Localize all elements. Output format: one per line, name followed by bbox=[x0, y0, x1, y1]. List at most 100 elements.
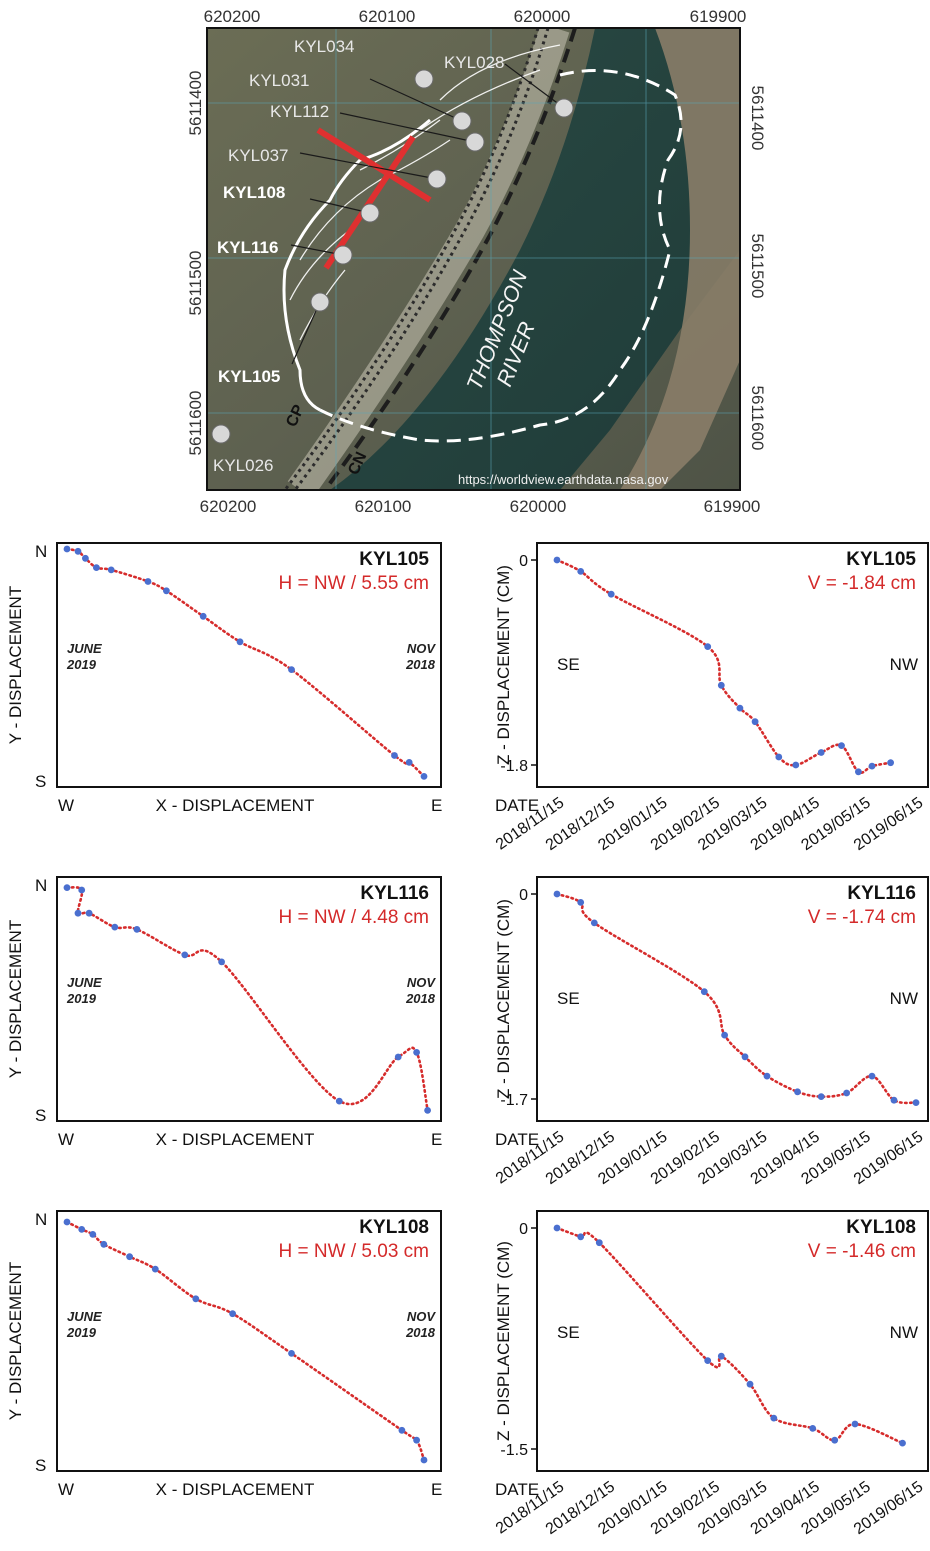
station-marker-kyl037 bbox=[427, 169, 447, 189]
y-tick-label: 0 bbox=[519, 1221, 528, 1238]
chart-frame bbox=[536, 1210, 929, 1472]
end-date-note: 2018 bbox=[405, 1325, 436, 1340]
data-point bbox=[595, 1239, 603, 1247]
chart-kyl116-horizontal: KYL116 H = NW / 4.48 cm N SW E X - DISPLACEME… bbox=[6, 876, 442, 1149]
data-point bbox=[838, 742, 845, 749]
station-markers bbox=[211, 69, 574, 444]
x-axis-left-label: W bbox=[58, 1480, 74, 1499]
chart-displacement-summary: V = -1.74 cm bbox=[808, 907, 916, 928]
data-point bbox=[590, 919, 598, 927]
station-marker-kyl031 bbox=[452, 111, 472, 131]
data-point bbox=[413, 1049, 420, 1056]
data-point bbox=[413, 1436, 420, 1444]
station-label-kyl112: KYL112 bbox=[270, 102, 329, 121]
y-axis-bottom-label: S bbox=[35, 1106, 46, 1125]
data-point bbox=[746, 1380, 754, 1388]
data-point bbox=[843, 1089, 850, 1097]
end-date-note: 2018 bbox=[405, 657, 436, 672]
map-bottom-tick: 619900 bbox=[704, 497, 761, 516]
cp-track-2 bbox=[293, 28, 550, 490]
station-marker-kyl108 bbox=[360, 203, 380, 223]
data-point bbox=[63, 884, 71, 891]
data-point bbox=[817, 1093, 825, 1100]
y-axis-title: Y - DISPLACEMENT bbox=[6, 586, 25, 744]
data-point bbox=[792, 761, 800, 769]
data-point bbox=[85, 909, 93, 917]
chart-frame bbox=[536, 542, 929, 788]
data-point bbox=[794, 1088, 801, 1096]
data-point bbox=[817, 749, 825, 756]
station-marker-kyl105 bbox=[310, 292, 330, 312]
data-point bbox=[577, 1233, 585, 1241]
y-axis-title: Z - DISPLACEMENT (CM) bbox=[494, 899, 513, 1099]
data-point bbox=[553, 556, 561, 564]
x-axis-right-label: E bbox=[431, 1130, 442, 1149]
station-leaders bbox=[290, 63, 565, 365]
data-point bbox=[553, 1224, 561, 1232]
y-tick-label: -1.7 bbox=[500, 1092, 528, 1109]
data-point bbox=[82, 554, 89, 562]
chart-station-title: KYL108 bbox=[846, 1217, 916, 1238]
station-marker-kyl026 bbox=[211, 424, 231, 444]
data-point bbox=[721, 1031, 728, 1039]
map-left-tick: 5611400 bbox=[186, 71, 205, 136]
data-point bbox=[74, 547, 82, 555]
start-date-note: JUNE bbox=[67, 641, 102, 656]
x-axis-title: DATE bbox=[495, 796, 539, 815]
cp-track bbox=[283, 28, 540, 490]
map-right-tick: 5611600 bbox=[748, 386, 767, 451]
data-point bbox=[704, 643, 712, 650]
map-top-tick: 620000 bbox=[514, 7, 571, 26]
map-frame bbox=[206, 27, 741, 491]
data-point bbox=[607, 590, 615, 598]
chart-frame bbox=[56, 876, 442, 1122]
data-point bbox=[192, 1295, 200, 1303]
data-point bbox=[181, 951, 189, 959]
y-axis-bottom-label: S bbox=[35, 1456, 46, 1475]
data-point bbox=[288, 666, 295, 673]
station-label-kyl031: KYL031 bbox=[249, 71, 310, 90]
x-axis-title: DATE bbox=[495, 1130, 539, 1149]
slide-dashed-boundary bbox=[319, 69, 683, 443]
map-right-tick: 5611400 bbox=[748, 86, 767, 151]
direction-label-se: SE bbox=[557, 989, 580, 1008]
y-tick-label: -1.8 bbox=[500, 758, 528, 775]
direction-label-nw: NW bbox=[890, 1323, 918, 1342]
y-tick-label: 0 bbox=[519, 887, 528, 904]
y-axis-top-label: N bbox=[35, 542, 47, 561]
data-point bbox=[868, 1072, 876, 1080]
data-point bbox=[890, 1096, 898, 1104]
data-point bbox=[553, 890, 561, 898]
data-point bbox=[163, 587, 170, 595]
chart-displacement-summary: H = NW / 4.48 cm bbox=[279, 907, 429, 928]
data-point bbox=[736, 704, 744, 712]
start-date-note: 2019 bbox=[66, 991, 97, 1006]
chart-displacement-summary: H = NW / 5.55 cm bbox=[279, 573, 429, 594]
station-label-kyl105: KYL105 bbox=[218, 367, 280, 386]
chart-displacement-summary: V = -1.84 cm bbox=[808, 573, 916, 594]
data-point bbox=[700, 988, 708, 996]
map-bottom-tick: 620100 bbox=[355, 497, 412, 516]
map-top-tick: 619900 bbox=[690, 7, 747, 26]
station-label-kyl108: KYL108 bbox=[223, 183, 285, 202]
y-axis-title: Z - DISPLACEMENT (CM) bbox=[494, 565, 513, 765]
data-point bbox=[899, 1439, 906, 1447]
x-axis-left-label: W bbox=[58, 1130, 74, 1149]
data-point bbox=[717, 681, 725, 689]
y-tick-label: -1.5 bbox=[500, 1442, 528, 1459]
x-axis-title: X - DISPLACEMENT bbox=[156, 796, 315, 815]
chart-station-title: KYL116 bbox=[360, 883, 429, 904]
map-bottom-tick: 620200 bbox=[200, 497, 257, 516]
x-axis-left-label: W bbox=[58, 796, 74, 815]
y-axis-top-label: N bbox=[35, 1210, 47, 1229]
data-point bbox=[111, 923, 119, 931]
chart-kyl108-horizontal: KYL108 H = NW / 5.03 cm N SW E X - DISPLACEME… bbox=[6, 1210, 442, 1499]
data-point bbox=[288, 1350, 295, 1357]
map-top-tick: 620100 bbox=[359, 7, 416, 26]
data-point bbox=[912, 1099, 920, 1106]
data-point bbox=[751, 718, 759, 726]
data-point bbox=[831, 1436, 839, 1444]
x-axis-title: X - DISPLACEMENT bbox=[156, 1130, 315, 1149]
displacement-line bbox=[555, 1226, 904, 1445]
y-axis-bottom-label: S bbox=[35, 772, 46, 791]
